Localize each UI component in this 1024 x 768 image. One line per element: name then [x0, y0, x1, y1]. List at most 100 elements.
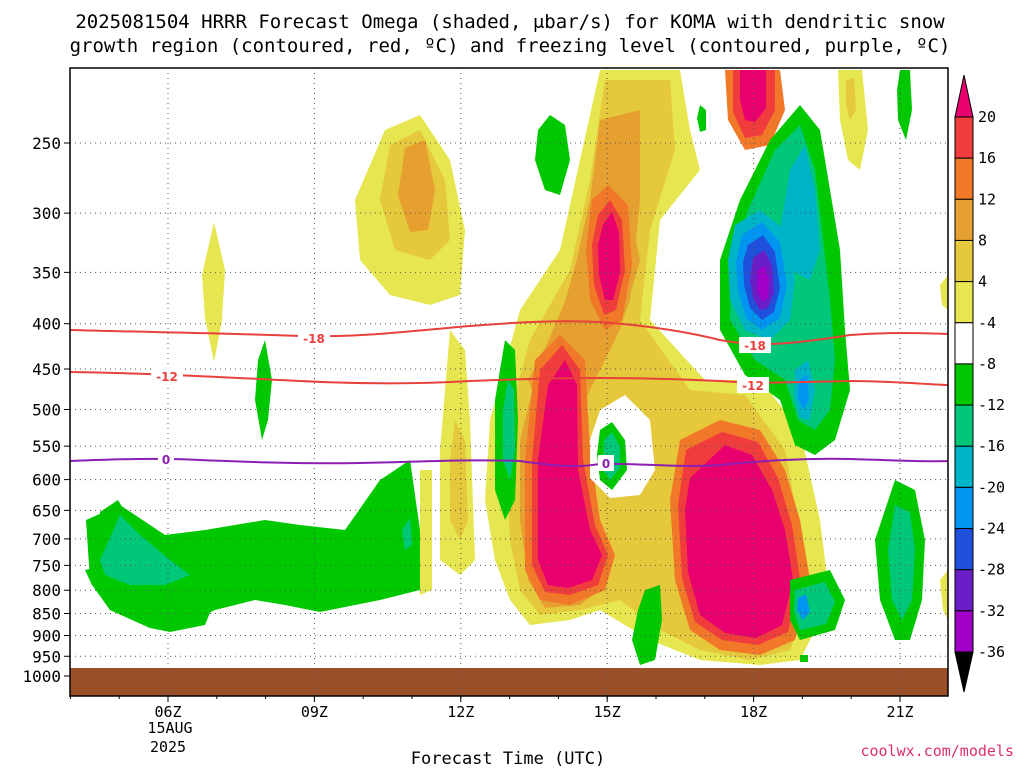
omega-region [846, 78, 856, 120]
surface-shading [70, 668, 948, 696]
colorbar-top-arrow [954, 74, 974, 118]
omega-region [538, 360, 602, 588]
colorbar-swatch [954, 486, 974, 530]
x-date-year: 2025 [150, 738, 186, 756]
colorbar-swatch [954, 363, 974, 406]
contours: -18 -18 -12 -12 0 0 [69, 320, 949, 471]
colorbar-swatch [954, 404, 974, 447]
colorbar-bottom-arrow [954, 651, 974, 693]
contour-label-bg [151, 368, 183, 384]
y-tick-label: 900 [32, 626, 61, 645]
y-tick-label: 550 [32, 437, 61, 456]
contour-line-minus12 [69, 371, 949, 386]
colorbar-label: -16 [978, 437, 1005, 455]
omega-region [450, 420, 468, 540]
omega-region [838, 70, 868, 170]
colorbar-swatch [954, 198, 974, 241]
contour-label-bg [158, 451, 174, 467]
omega-region [503, 380, 515, 480]
omega-region [402, 518, 412, 550]
colorbar-swatch [954, 157, 974, 200]
omega-region [940, 275, 948, 310]
colorbar-swatch [954, 322, 974, 365]
omega-region [740, 70, 766, 122]
x-tick-label: 18Z [740, 703, 767, 721]
y-tick-label: 1000 [22, 667, 61, 686]
omega-region [800, 655, 808, 662]
colorbar-label: -24 [978, 520, 1005, 538]
colorbar-label: 16 [978, 149, 996, 167]
x-tick-label: 21Z [886, 703, 913, 721]
y-tick-label: 400 [32, 315, 61, 334]
contour-label-bg [737, 377, 769, 393]
omega-region [202, 222, 225, 362]
contour-label-minus12: -12 [156, 370, 178, 384]
y-tick-label: 950 [32, 647, 61, 666]
omega-region [100, 515, 190, 585]
omega-region [420, 470, 432, 595]
x-tick-label: 12Z [447, 703, 474, 721]
omega-region [798, 375, 809, 410]
omega-shading [85, 70, 948, 665]
contour-line-zero [69, 457, 949, 468]
y-tick-label: 500 [32, 401, 61, 420]
colorbar-swatch [954, 569, 974, 612]
colorbar-label: -20 [978, 478, 1005, 496]
y-tick-label: 800 [32, 581, 61, 600]
x-axis: 06Z 09Z 12Z 15Z 18Z 21Z [69, 696, 914, 721]
colorbar-label: 4 [978, 273, 987, 291]
contour-label-minus12-b: -12 [742, 379, 764, 393]
colorbar-swatch [954, 239, 974, 283]
omega-region [398, 140, 435, 232]
chart-title-line2: growth region (contoured, red, ºC) and f… [70, 35, 951, 57]
y-tick-label: 700 [32, 530, 61, 549]
x-tick-label: 06Z [154, 703, 181, 721]
y-tick-label: 250 [32, 134, 61, 153]
omega-region [940, 570, 948, 620]
y-tick-label: 850 [32, 605, 61, 624]
contour-label-minus18: -18 [303, 332, 325, 346]
y-tick-label: 300 [32, 204, 61, 223]
y-axis: 250 300 350 400 450 500 550 600 650 700 750 800 850 9… [22, 134, 70, 686]
y-tick-label: 650 [32, 501, 61, 520]
omega-region [780, 145, 820, 280]
colorbar-label: -28 [978, 561, 1005, 579]
colorbar-label: 8 [978, 231, 987, 249]
colorbar-label: -36 [978, 643, 1005, 661]
omega-region [757, 266, 769, 302]
colorbar: 20 16 12 8 4 -4 -8 -12 -16 -20 -24 -28 -32 -36 [954, 74, 1005, 693]
colorbar-swatch [954, 528, 974, 571]
y-tick-label: 750 [32, 556, 61, 575]
x-tick-label: 15Z [594, 703, 621, 721]
y-tick-label: 450 [32, 360, 61, 379]
contour-label-bg [598, 455, 614, 471]
omega-region [535, 115, 570, 195]
omega-region [632, 585, 662, 665]
omega-region [888, 505, 915, 620]
omega-region [86, 460, 420, 630]
colorbar-swatch [954, 610, 974, 653]
omega-region [255, 340, 272, 440]
omega-region [897, 70, 912, 140]
credit-link[interactable]: coolwx.com/models [860, 742, 1014, 760]
colorbar-label: -8 [978, 355, 996, 373]
contour-label-minus18-b: -18 [744, 339, 766, 353]
omega-region [697, 105, 706, 132]
x-date-day: 15AUG [147, 719, 192, 737]
colorbar-swatch [954, 116, 974, 159]
chart-title-line1: 2025081504 HRRR Forecast Omega (shaded, … [75, 11, 945, 33]
omega-region [598, 212, 620, 300]
contour-label-zero-b: 0 [602, 457, 610, 471]
y-tick-label: 600 [32, 471, 61, 490]
colorbar-label: -4 [978, 314, 996, 332]
colorbar-swatch [954, 281, 974, 324]
contour-label-bg [298, 330, 330, 346]
colorbar-swatch [954, 445, 974, 488]
colorbar-label: 20 [978, 108, 996, 126]
contour-label-bg [739, 337, 771, 353]
contour-label-zero: 0 [162, 453, 170, 467]
colorbar-label: -12 [978, 396, 1005, 414]
y-tick-label: 350 [32, 263, 61, 282]
colorbar-label: 12 [978, 190, 996, 208]
